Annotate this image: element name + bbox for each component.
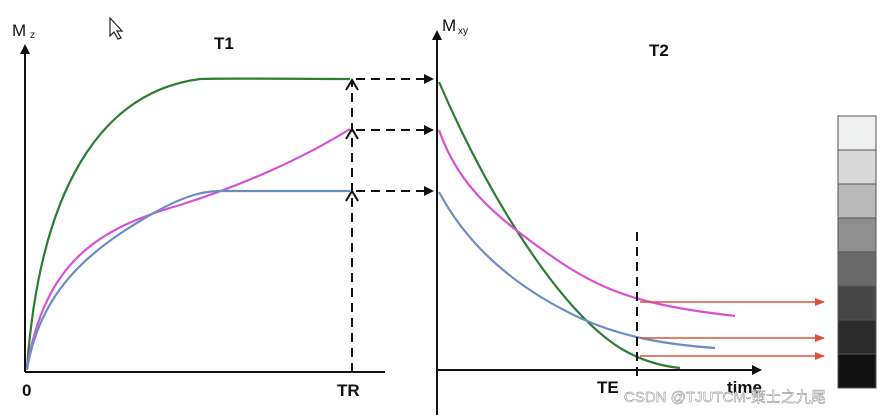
grayscale-bar <box>837 115 877 389</box>
transfer-arrows <box>356 74 434 196</box>
watermark: CSDN @TJUTCM-策士之九尾 <box>624 389 826 406</box>
t2-magenta-curve <box>437 129 736 318</box>
tr-arrowhead-low <box>345 189 359 202</box>
grayscale-swatch <box>837 353 877 389</box>
t2-blue-curve <box>438 191 716 350</box>
right-axis-label-sub: xy <box>458 26 468 37</box>
tr-label: TR <box>337 381 360 400</box>
time-axis-label: time <box>727 378 762 397</box>
tr-arrowhead-mid <box>345 127 359 140</box>
grayscale-swatch <box>837 319 877 355</box>
grayscale-swatch <box>837 149 877 185</box>
grayscale-swatch <box>837 217 877 253</box>
grayscale-swatch <box>837 115 877 151</box>
grayscale-swatch <box>837 183 877 219</box>
t1-blue-curve <box>25 189 350 371</box>
cursor-icon <box>109 16 124 40</box>
origin-label: 0 <box>22 381 31 400</box>
t2-green-curve <box>437 81 681 370</box>
t1-green-curve <box>25 77 351 369</box>
left-panel-title: T1 <box>214 34 234 53</box>
grayscale-swatch <box>837 285 877 321</box>
left-panel: M z T1 0 TR <box>12 21 385 400</box>
right-panel: M xy T2 TE time <box>432 16 825 415</box>
te-label: TE <box>597 378 619 397</box>
right-axis-label-main: M <box>442 16 456 35</box>
t1-magenta-curve <box>25 128 351 369</box>
tr-arrowhead-top <box>345 78 359 91</box>
left-axis-label-sub: z <box>30 30 35 41</box>
left-axis-label-main: M <box>12 21 26 40</box>
grayscale-swatch <box>837 251 877 287</box>
right-panel-title: T2 <box>649 41 669 60</box>
